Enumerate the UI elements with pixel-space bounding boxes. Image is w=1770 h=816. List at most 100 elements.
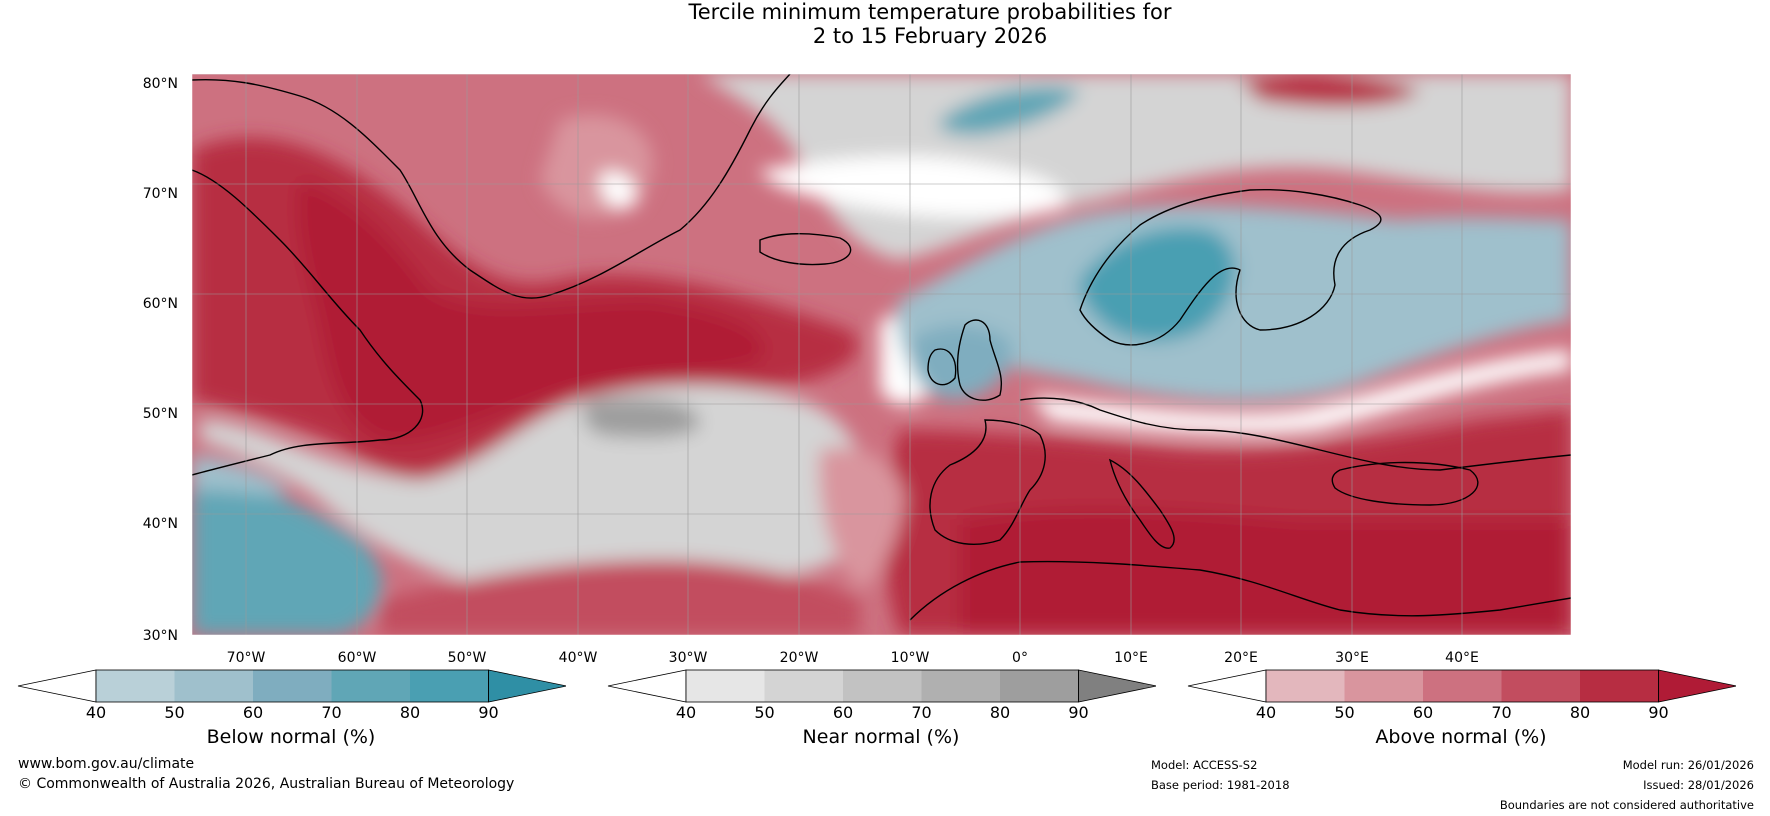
lon-label: 20°W	[780, 650, 819, 666]
model-text: Model: ACCESS-S2	[1151, 758, 1258, 772]
near-tick-label: 40	[676, 703, 696, 722]
near-tick-label: 60	[833, 703, 853, 722]
above-tick-label: 90	[1648, 703, 1668, 722]
coastline-greenland	[192, 74, 791, 299]
coastline-black-sea	[1331, 461, 1479, 506]
lon-label: 50°W	[448, 650, 487, 666]
below-tick-label: 80	[400, 703, 420, 722]
below-bin-70	[331, 670, 410, 702]
title-line-1: Tercile minimum temperature probabilitie…	[688, 0, 1172, 24]
lat-label: 60°N	[143, 296, 178, 312]
near-bin-80	[1000, 670, 1079, 702]
region-above-subtropics	[380, 560, 860, 635]
chart-title: Tercile minimum temperature probabilitie…	[0, 0, 1770, 48]
website-text: www.bom.gov.au/climate	[18, 756, 195, 772]
below-bin-80	[410, 670, 489, 702]
region-neutral-europe-band	[1030, 350, 1571, 435]
lon-label: 40°W	[559, 650, 598, 666]
region-below-scandinavia	[1079, 227, 1236, 341]
near-tick-label: 50	[754, 703, 774, 722]
below-extend-under	[17, 669, 97, 703]
lon-label: 70°W	[227, 650, 266, 666]
near-extend-over	[1078, 669, 1156, 703]
base-period-text: Base period: 1981-2018	[1151, 778, 1290, 792]
colorbar-below: 40 50 60 70 80 90	[17, 669, 566, 722]
region-near-atlantic-dark	[583, 398, 700, 438]
colorbar-near-label: Near normal (%)	[802, 726, 960, 748]
above-bin-70	[1501, 670, 1580, 702]
region-above-iberia-west	[819, 447, 905, 590]
near-outline	[685, 669, 1079, 703]
region-above-greenland-core	[297, 180, 764, 442]
region-above-barents	[1240, 74, 1420, 107]
coastline-britain	[956, 319, 1002, 401]
above-tick-label: 50	[1334, 703, 1354, 722]
near-bin-50	[764, 670, 843, 702]
lon-label: 60°W	[338, 650, 377, 666]
lon-label: 10°E	[1114, 650, 1148, 666]
above-tick-label: 40	[1256, 703, 1276, 722]
above-extend-over	[1658, 669, 1736, 703]
near-bin-70	[921, 670, 1000, 702]
lat-label: 30°N	[143, 628, 178, 644]
region-below-westatlantic-light	[192, 455, 290, 495]
colorbar-below-label: Below normal (%)	[206, 726, 376, 748]
lat-label: 40°N	[143, 516, 178, 532]
below-tick-label: 90	[478, 703, 498, 722]
above-bin-80	[1580, 670, 1659, 702]
region-below-westatlantic	[192, 470, 382, 635]
coastline-north-africa	[909, 560, 1571, 621]
probability-field	[192, 74, 1571, 635]
coastline-labrador	[192, 169, 424, 476]
longitude-labels: 70°W 60°W 50°W 40°W 30°W 20°W 10°W 0° 10…	[227, 650, 1479, 666]
lon-label: 30°E	[1335, 650, 1369, 666]
below-tick-label: 60	[243, 703, 263, 722]
below-tick-label: 70	[321, 703, 341, 722]
region-neutral-iceland-north	[599, 171, 636, 209]
region-below-britain	[909, 325, 1012, 400]
below-bin-40	[96, 670, 175, 702]
coastline-iberia	[929, 419, 1046, 545]
coastline-scandinavia	[1079, 188, 1382, 346]
above-outline	[1265, 669, 1659, 703]
lat-label: 80°N	[143, 76, 178, 92]
below-outline	[95, 669, 489, 703]
region-below-europe	[896, 205, 1571, 401]
below-bin-60	[253, 670, 332, 702]
above-bin-40	[1266, 670, 1345, 702]
graticule	[192, 74, 1571, 635]
map-frame	[191, 73, 1572, 636]
colorbar-near: 40 50 60 70 80 90	[607, 669, 1156, 722]
region-above-light-north	[540, 114, 653, 218]
title-line-2: 2 to 15 February 2026	[812, 24, 1048, 48]
lon-label: 0°	[1012, 650, 1028, 666]
below-tick-label: 50	[164, 703, 184, 722]
issued-text: Issued: 28/01/2026	[1643, 778, 1754, 792]
near-extend-under	[607, 669, 687, 703]
disclaimer-text: Boundaries are not considered authoritat…	[1499, 798, 1754, 812]
above-extend-under	[1187, 669, 1267, 703]
lon-label: 20°E	[1224, 650, 1258, 666]
model-run-text: Model run: 26/01/2026	[1622, 758, 1754, 772]
region-neutral-arctic	[760, 155, 1066, 218]
coastline-iceland	[759, 233, 852, 266]
near-bin-60	[843, 670, 922, 702]
near-tick-label: 80	[990, 703, 1010, 722]
above-bin-50	[1344, 670, 1423, 702]
region-near-atlantic	[200, 385, 868, 592]
colorbar-above-label: Above normal (%)	[1375, 726, 1547, 748]
lat-label: 70°N	[143, 186, 178, 202]
near-tick-label: 70	[911, 703, 931, 722]
below-extend-over	[488, 669, 566, 703]
above-tick-label: 80	[1570, 703, 1590, 722]
latitude-labels: 80°N 70°N 60°N 50°N 40°N 30°N	[143, 76, 178, 644]
lon-label: 40°E	[1445, 650, 1479, 666]
coastline-italy	[1108, 458, 1175, 549]
copyright-text: © Commonwealth of Australia 2026, Austra…	[18, 776, 515, 792]
near-bin-40	[686, 670, 765, 702]
coastlines	[192, 74, 1571, 621]
above-tick-label: 60	[1413, 703, 1433, 722]
above-bin-60	[1423, 670, 1502, 702]
lat-label: 50°N	[143, 406, 178, 422]
